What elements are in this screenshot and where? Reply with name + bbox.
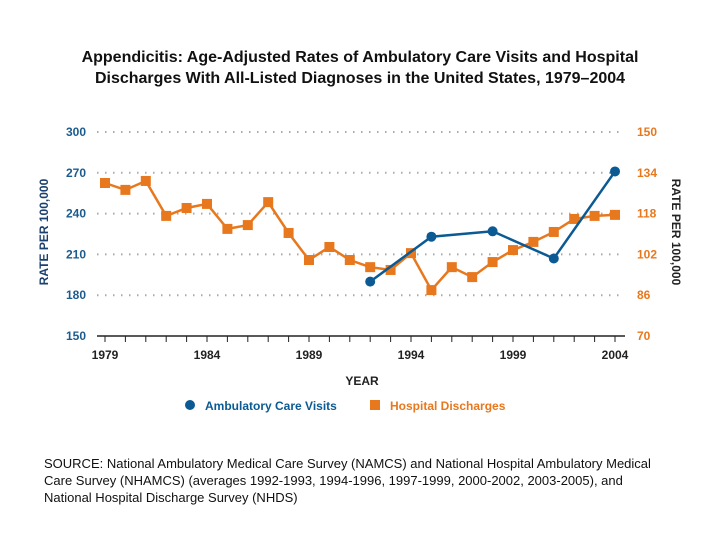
x-axis-title: YEAR — [345, 374, 379, 388]
y2-tick-label: 86 — [637, 288, 651, 302]
data-point — [467, 272, 478, 283]
legend-label: Hospital Discharges — [390, 399, 506, 413]
data-point — [283, 227, 294, 238]
data-point — [548, 226, 559, 237]
data-point — [385, 264, 396, 275]
data-point — [508, 245, 518, 256]
data-point — [120, 184, 131, 195]
source-note: SOURCE: National Ambulatory Medical Care… — [44, 456, 651, 505]
data-point — [140, 175, 151, 186]
x-tick-label: 2004 — [602, 348, 629, 362]
data-point — [222, 223, 233, 234]
data-point — [161, 210, 172, 221]
data-point — [242, 220, 253, 231]
y2-axis-title: RATE PER 100,000 — [669, 179, 683, 286]
data-point — [487, 226, 498, 237]
x-tick-label: 1989 — [296, 348, 323, 362]
data-point — [365, 262, 376, 273]
x-tick-label: 1994 — [398, 348, 425, 362]
y-tick-label: 150 — [66, 329, 86, 343]
x-tick-label: 1979 — [92, 348, 119, 362]
y2-tick-label: 118 — [637, 207, 657, 221]
legend-label: Ambulatory Care Visits — [205, 399, 337, 413]
data-point — [324, 242, 335, 253]
y-axis-title: RATE PER 100,000 — [37, 178, 51, 285]
y-tick-label: 180 — [66, 288, 86, 302]
data-point — [365, 276, 376, 287]
y-tick-label: 210 — [66, 247, 86, 261]
y2-tick-label: 134 — [637, 166, 657, 180]
data-point — [446, 262, 457, 273]
data-point — [344, 255, 355, 266]
data-point — [426, 231, 437, 242]
title-line-1: Appendicitis: Age-Adjusted Rates of Ambu… — [81, 49, 639, 66]
data-point — [548, 253, 559, 264]
data-point — [528, 236, 539, 247]
chart: 150 180 210 240 270 300 70 86 102 118 134 150 1979 19… — [37, 125, 683, 413]
data-point — [426, 285, 437, 296]
x-tick-label: 1984 — [194, 348, 221, 362]
data-point — [181, 202, 192, 213]
title-line-2: Discharges With All-Listed Diagnoses in … — [94, 70, 626, 87]
x-tick-label: 1999 — [500, 348, 527, 362]
data-point — [610, 209, 620, 220]
legend-marker — [370, 400, 380, 410]
chart-title: Appendicitis: Age-Adjusted Rates of Ambu… — [0, 47, 720, 89]
data-point — [100, 178, 110, 188]
data-point — [304, 255, 314, 266]
y-tick-label: 240 — [66, 207, 86, 221]
y2-tick-label: 102 — [637, 247, 657, 261]
legend-marker — [185, 400, 195, 410]
data-point — [202, 198, 212, 209]
y2-tick-label: 150 — [637, 125, 657, 139]
data-point — [569, 213, 580, 224]
y2-tick-label: 70 — [637, 329, 651, 343]
y-tick-label: 270 — [66, 166, 86, 180]
data-point — [263, 197, 274, 208]
data-point — [589, 210, 600, 221]
data-point — [610, 166, 620, 177]
y-tick-label: 300 — [66, 125, 86, 139]
data-point — [487, 257, 498, 268]
series-line — [104, 179, 616, 293]
